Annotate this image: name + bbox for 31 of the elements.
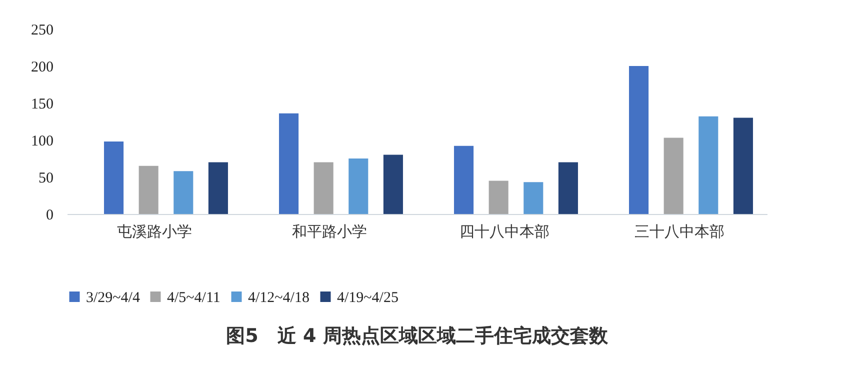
legend-label: 4/19~4/25 <box>337 290 398 306</box>
bar <box>558 162 578 214</box>
x-tick-label: 四十八中本部 <box>460 222 550 240</box>
legend-label: 4/12~4/18 <box>248 290 310 306</box>
bar <box>348 158 368 214</box>
bar <box>174 171 194 214</box>
y-tick-label: 0 <box>46 208 54 224</box>
bar <box>208 162 228 214</box>
bar <box>698 116 718 214</box>
legend-label: 3/29~4/4 <box>86 290 140 306</box>
x-tick-label: 三十八中本部 <box>634 222 724 240</box>
bar <box>488 180 508 214</box>
bar <box>664 138 684 214</box>
bar <box>524 182 544 214</box>
bar <box>383 154 403 214</box>
y-tick-label: 50 <box>38 170 54 186</box>
legend-label: 4/5~4/11 <box>167 290 220 306</box>
text: 图5 近 4 周热点区域区域二手住宅成交套数 <box>226 325 609 347</box>
x-tick-label: 屯溪路小学 <box>117 222 192 240</box>
bar <box>733 118 753 214</box>
bar <box>104 141 124 214</box>
y-tick-label: 100 <box>31 134 54 150</box>
bar <box>454 146 474 214</box>
bar <box>314 162 334 214</box>
y-tick-label: 250 <box>31 22 54 38</box>
bar <box>278 113 299 214</box>
y-tick-label: 150 <box>31 96 54 112</box>
bar <box>138 166 158 214</box>
bar <box>628 66 649 214</box>
y-tick-label: 200 <box>31 60 54 76</box>
x-tick-label: 和平路小学 <box>292 222 367 240</box>
